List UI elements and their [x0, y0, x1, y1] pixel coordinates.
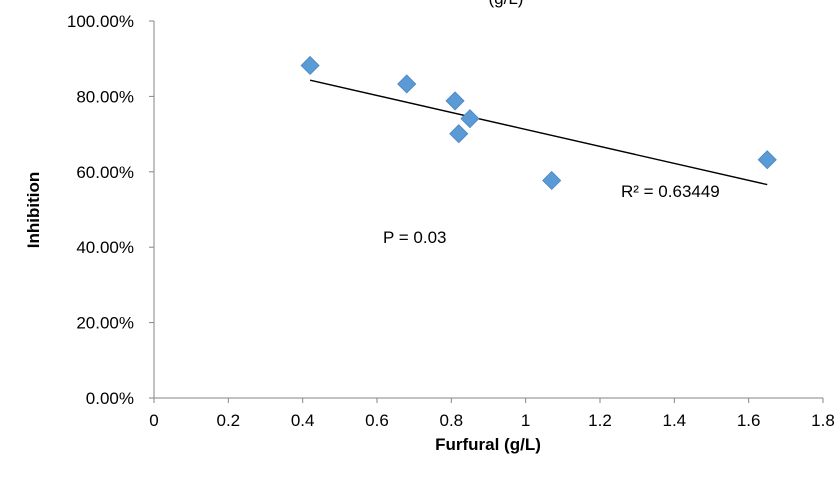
y-tick-label: 20.00%: [76, 314, 134, 333]
data-point: [449, 124, 469, 144]
data-point: [542, 170, 562, 191]
y-tick-label: 40.00%: [76, 238, 134, 257]
x-tick-label: 1: [521, 411, 530, 430]
x-tick-label: 0.6: [365, 411, 389, 430]
x-tick-label: 1.4: [663, 411, 687, 430]
data-point: [460, 109, 480, 129]
x-tick-label: 0: [149, 411, 158, 430]
y-axis: 0.00% 20.00% 40.00% 60.00% 80.00% 100.00%: [67, 12, 155, 408]
x-tick-label: 0.8: [440, 411, 464, 430]
chart-title: (g/L): [489, 0, 524, 8]
data-point: [445, 91, 465, 111]
axis-title-x: Furfural (g/L): [435, 435, 541, 454]
data-point: [300, 55, 320, 76]
y-tick-label: 100.00%: [67, 12, 134, 31]
data-points: [300, 55, 777, 191]
x-tick-label: 1.8: [811, 411, 835, 430]
y-tick-label: 60.00%: [76, 163, 134, 182]
x-tick-label: 1.6: [737, 411, 761, 430]
trendline: [309, 79, 768, 186]
data-point: [757, 150, 777, 170]
y-tick-label: 80.00%: [76, 87, 134, 106]
y-ticks: 0.00% 20.00% 40.00% 60.00% 80.00% 100.00%: [67, 12, 154, 408]
x-axis: 0 0.2 0.4 0.6 0.8 1 1.2 1.4 1.6 1.8: [149, 397, 835, 430]
data-point: [397, 74, 417, 94]
trendline-layer: [309, 79, 768, 186]
axis-title-y: Inhibition: [24, 172, 43, 248]
x-ticks: 0 0.2 0.4 0.6 0.8 1 1.2 1.4 1.6 1.8: [149, 398, 835, 430]
p-value-label: P = 0.03: [383, 228, 447, 247]
x-tick-label: 1.2: [588, 411, 612, 430]
x-tick-label: 0.4: [291, 411, 315, 430]
r-squared-label: R² = 0.63449: [621, 182, 720, 201]
x-tick-label: 0.2: [217, 411, 241, 430]
y-tick-label: 0.00%: [86, 389, 134, 408]
